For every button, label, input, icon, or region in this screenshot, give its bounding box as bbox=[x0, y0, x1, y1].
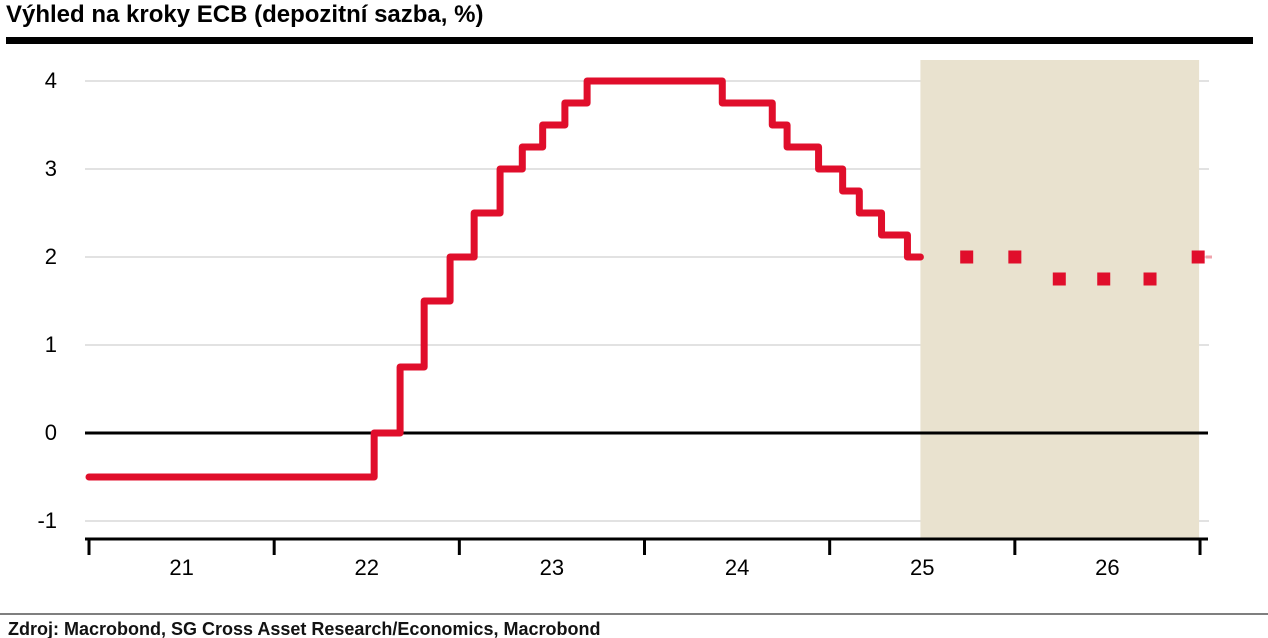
forecast-dot bbox=[1097, 272, 1111, 286]
y-axis-label: 0 bbox=[44, 420, 57, 445]
forecast-dot bbox=[1143, 272, 1157, 286]
forecast-dot bbox=[1052, 272, 1066, 286]
y-axis-label: 4 bbox=[44, 68, 57, 93]
x-axis-label: 22 bbox=[354, 555, 379, 580]
page-title: Výhled na kroky ECB (depozitní sazba, %) bbox=[6, 1, 484, 28]
y-axis-label: -1 bbox=[37, 508, 57, 533]
forecast-dot bbox=[960, 250, 974, 264]
forecast-dot bbox=[1008, 250, 1022, 264]
x-axis-label: 25 bbox=[910, 555, 935, 580]
x-axis-label: 23 bbox=[539, 555, 565, 580]
forecast-shade-region bbox=[920, 60, 1200, 538]
y-axis-label: 1 bbox=[44, 332, 57, 357]
x-axis-label: 26 bbox=[1095, 555, 1120, 580]
source-text: Zdroj: Macrobond, SG Cross Asset Researc… bbox=[8, 619, 601, 638]
forecast-dot bbox=[1191, 250, 1205, 264]
x-axis-label: 21 bbox=[169, 555, 194, 580]
source-rule bbox=[0, 613, 1268, 615]
x-axis-label: 24 bbox=[724, 555, 750, 580]
y-axis-label: 2 bbox=[44, 244, 57, 269]
y-axis-label: 3 bbox=[44, 156, 57, 181]
title-rule bbox=[6, 37, 1253, 44]
deposit-rate-step-line bbox=[85, 77, 924, 481]
